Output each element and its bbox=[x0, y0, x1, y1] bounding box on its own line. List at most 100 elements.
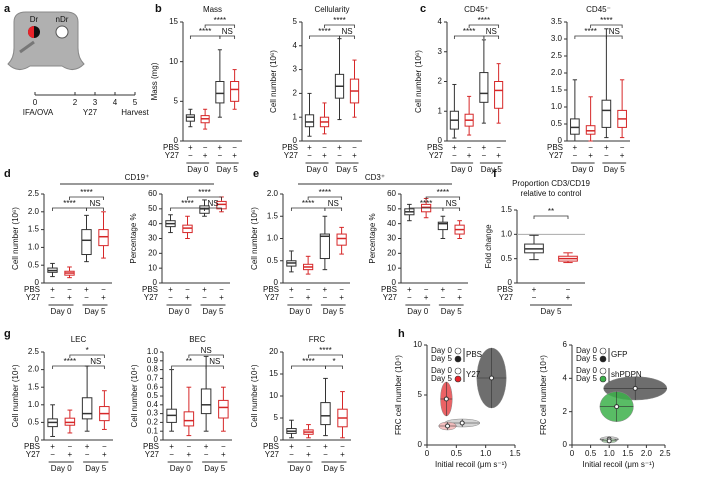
legend-swatch bbox=[454, 347, 462, 355]
chart-title: BEC bbox=[189, 335, 206, 344]
sig-label: NS bbox=[90, 357, 101, 366]
y-tick-label: 2 bbox=[438, 77, 443, 86]
center-point bbox=[614, 404, 620, 410]
row-sign: + bbox=[588, 151, 593, 160]
y-tick-label: 4 bbox=[293, 41, 298, 50]
box bbox=[601, 99, 612, 128]
row-sign: + bbox=[441, 285, 446, 294]
y-tick-label: 2.0 bbox=[267, 189, 279, 198]
chart-title: FRC bbox=[309, 335, 326, 344]
row-sign: − bbox=[289, 450, 294, 459]
legend-entry: Day 0 bbox=[431, 346, 452, 355]
y-tick-label: 1.5 bbox=[267, 211, 279, 220]
sig-label: **** bbox=[584, 27, 596, 36]
y-axis-label: Cell number (10⁴) bbox=[250, 364, 259, 427]
chart-title: relative to control bbox=[521, 189, 582, 198]
sig-bracket bbox=[291, 365, 326, 369]
y-tick-label: 0 bbox=[153, 278, 158, 287]
y-tick-label: 30 bbox=[387, 234, 396, 243]
event-label: Harvest bbox=[121, 108, 149, 117]
row-sign: − bbox=[185, 285, 190, 294]
row-sign: + bbox=[323, 285, 328, 294]
sig-label: **** bbox=[214, 16, 226, 25]
x-tick-label: 2.0 bbox=[641, 449, 653, 458]
row-sign: + bbox=[50, 442, 55, 451]
y-tick-label: 30 bbox=[148, 234, 157, 243]
row-sign: + bbox=[67, 293, 72, 302]
y-axis-label: Cell number (10⁶) bbox=[11, 207, 20, 270]
panel-letter: e bbox=[253, 168, 259, 180]
timeline-label: 3 bbox=[93, 98, 98, 107]
legend-swatch bbox=[454, 355, 462, 363]
box bbox=[81, 397, 93, 420]
y-tick-label: 60 bbox=[148, 189, 157, 198]
x-tick-label: 1.5 bbox=[509, 449, 521, 458]
sig-bracket bbox=[219, 35, 236, 39]
row-label: PBS bbox=[24, 285, 40, 294]
row-label: PBS bbox=[547, 143, 563, 152]
row-sign: − bbox=[50, 293, 55, 302]
y-tick-label: 10 bbox=[413, 340, 422, 349]
timeline-label: 5 bbox=[133, 98, 138, 107]
y-tick-label: 0 bbox=[174, 136, 179, 145]
day-label: Day 5 bbox=[217, 165, 238, 174]
y-tick-label: 1.0 bbox=[28, 243, 40, 252]
panel-letter: d bbox=[4, 168, 11, 180]
y-tick-label: 1 bbox=[438, 106, 443, 115]
row-sign: + bbox=[232, 151, 237, 160]
y-tick-label: 0 bbox=[563, 440, 568, 449]
legend-entry: Day 5 bbox=[431, 374, 452, 383]
y-tick-label: 60 bbox=[387, 189, 396, 198]
row-label: Y27 bbox=[165, 151, 180, 160]
y-tick-label: 3.0 bbox=[551, 34, 563, 43]
sig-label: **** bbox=[302, 199, 314, 208]
legend-group: shPDPN bbox=[611, 370, 642, 379]
row-label: Y27 bbox=[284, 151, 299, 160]
box bbox=[215, 81, 225, 104]
center-point bbox=[443, 396, 449, 402]
row-sign: + bbox=[322, 151, 327, 160]
sig-bracket bbox=[605, 35, 623, 39]
box bbox=[585, 125, 596, 135]
timeline-label: 0 bbox=[33, 98, 38, 107]
legend-swatch bbox=[599, 375, 607, 383]
y-axis-label: Cell number (10⁶) bbox=[414, 50, 423, 113]
y-tick-label: 0.5 bbox=[551, 119, 563, 128]
box bbox=[185, 114, 195, 122]
y-tick-label: 10 bbox=[148, 263, 157, 272]
panel-letter: a bbox=[4, 3, 11, 15]
row-sign: + bbox=[85, 442, 90, 451]
row-sign: − bbox=[232, 143, 237, 152]
sig-bracket bbox=[188, 354, 224, 358]
sig-bracket bbox=[324, 207, 343, 211]
box bbox=[230, 81, 240, 102]
y-tick-label: 0.5 bbox=[28, 418, 40, 427]
sig-label: **** bbox=[198, 188, 210, 197]
row-label: PBS bbox=[24, 442, 40, 451]
row-label: Y27 bbox=[145, 450, 160, 459]
row-sign: − bbox=[50, 450, 55, 459]
row-sign: − bbox=[604, 151, 609, 160]
y-tick-label: 5 bbox=[274, 413, 279, 422]
row-sign: − bbox=[620, 143, 625, 152]
row-sign: − bbox=[203, 143, 208, 152]
sig-bracket bbox=[533, 215, 569, 219]
legend-swatch bbox=[599, 367, 607, 375]
row-label: Y27 bbox=[265, 293, 280, 302]
row-sign: + bbox=[424, 293, 429, 302]
row-sign: + bbox=[102, 450, 107, 459]
row-sign: + bbox=[204, 442, 209, 451]
sig-label: **** bbox=[463, 27, 475, 36]
box bbox=[98, 229, 109, 247]
sig-label: NS bbox=[222, 27, 233, 36]
y-tick-label: 6 bbox=[563, 340, 568, 349]
node-label: Dr bbox=[30, 15, 39, 24]
day-label: Day 0 bbox=[170, 464, 191, 473]
row-sign: + bbox=[452, 143, 457, 152]
y-tick-label: 1.5 bbox=[28, 382, 40, 391]
row-sign: + bbox=[68, 450, 73, 459]
x-tick-label: 0 bbox=[570, 449, 575, 458]
chart-title: Proportion CD3/CD19 bbox=[512, 179, 590, 188]
sig-bracket bbox=[483, 35, 500, 39]
